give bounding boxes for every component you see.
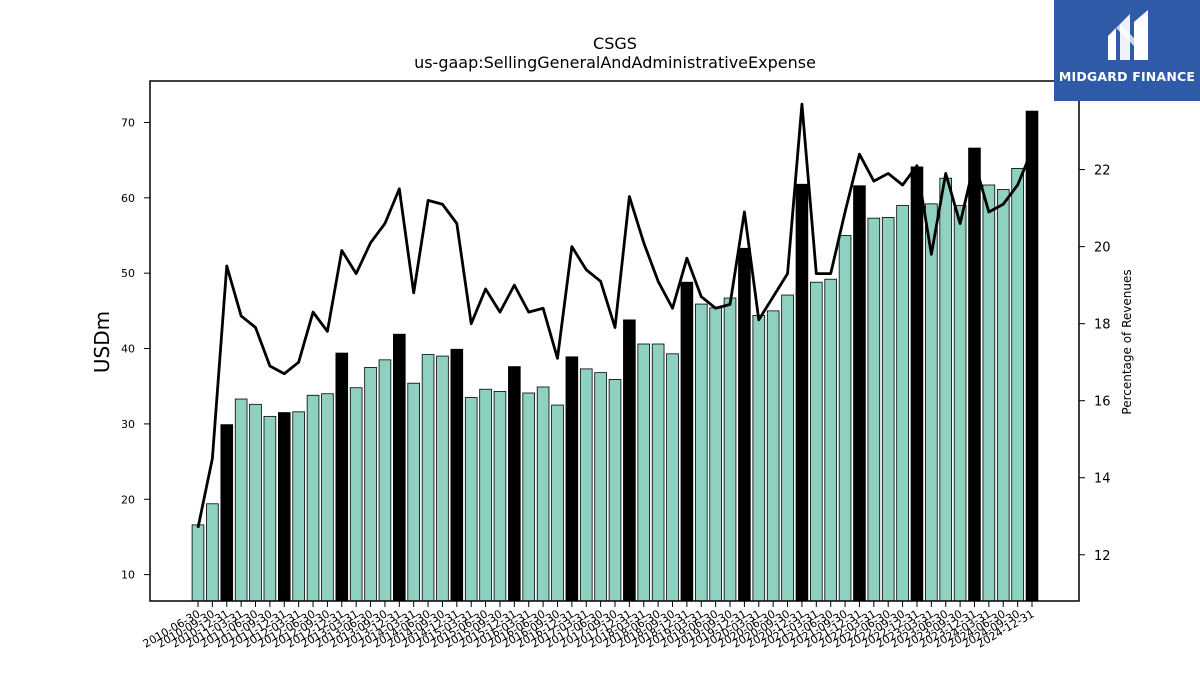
bar bbox=[306, 394, 320, 602]
bar bbox=[766, 310, 780, 602]
bar bbox=[896, 204, 909, 602]
chart-subtitle: us-gaap:SellingGeneralAndAdministrativeE… bbox=[414, 53, 816, 72]
y-tick-label: 60 bbox=[121, 192, 135, 205]
y2-tick-label: 16 bbox=[1094, 395, 1111, 410]
bar bbox=[910, 166, 924, 602]
bar bbox=[738, 247, 751, 602]
bar bbox=[206, 503, 219, 602]
bar bbox=[953, 204, 967, 602]
bar bbox=[838, 235, 852, 602]
bar bbox=[1025, 110, 1039, 602]
percentage-line bbox=[196, 102, 1034, 529]
bar bbox=[982, 184, 996, 602]
bar bbox=[680, 281, 694, 602]
bar bbox=[939, 177, 953, 602]
bar bbox=[220, 424, 234, 602]
bar bbox=[666, 353, 679, 602]
y-tick-label: 30 bbox=[121, 418, 135, 431]
y-tick-label: 20 bbox=[121, 493, 135, 506]
bar bbox=[493, 391, 507, 602]
bar bbox=[407, 382, 420, 602]
bar bbox=[709, 307, 722, 602]
bar bbox=[508, 366, 521, 602]
bar bbox=[349, 387, 363, 602]
bar bbox=[191, 524, 205, 602]
bar bbox=[781, 294, 794, 602]
y2-tick-label: 22 bbox=[1094, 164, 1111, 179]
bar bbox=[795, 183, 809, 602]
bar bbox=[651, 343, 665, 602]
bar bbox=[752, 314, 766, 602]
y-tick-label: 70 bbox=[121, 116, 135, 129]
x-axis-ticks: 2010-06-302010-09-302010-12-312011-03-31… bbox=[141, 601, 1037, 651]
bar bbox=[925, 203, 938, 602]
logo-text: MIDGARD FINANCE bbox=[1058, 69, 1196, 84]
bar bbox=[608, 379, 622, 602]
bar bbox=[565, 356, 579, 602]
bar bbox=[968, 147, 981, 602]
y2-tick-label: 18 bbox=[1094, 318, 1111, 333]
bar bbox=[824, 278, 837, 602]
bar bbox=[421, 354, 435, 602]
bar bbox=[292, 411, 305, 602]
line-series bbox=[196, 102, 1034, 529]
bar bbox=[393, 333, 406, 602]
bar bbox=[867, 217, 881, 602]
bar bbox=[277, 412, 291, 602]
y-axis-label: USDm bbox=[90, 311, 114, 373]
y2-tick-label: 20 bbox=[1094, 241, 1111, 256]
y-tick-label: 50 bbox=[121, 267, 135, 280]
y2-axis-label: Percentage of Revenues bbox=[1120, 269, 1134, 414]
right-axis-ticks: 12 14 16 18 20 22 bbox=[1079, 164, 1111, 564]
bar bbox=[364, 366, 377, 602]
bar bbox=[522, 392, 536, 602]
bar bbox=[996, 189, 1010, 602]
chart-title: CSGS bbox=[593, 34, 637, 53]
bar bbox=[234, 398, 248, 602]
bar bbox=[450, 348, 464, 602]
bar bbox=[378, 359, 392, 602]
bar bbox=[321, 393, 334, 602]
bar bbox=[263, 415, 277, 602]
bar bbox=[1011, 168, 1024, 602]
y2-tick-label: 12 bbox=[1094, 549, 1111, 564]
bar bbox=[594, 372, 607, 602]
plot-frame bbox=[149, 80, 1080, 602]
y-tick-label: 40 bbox=[121, 343, 135, 356]
bar bbox=[694, 303, 708, 602]
y2-tick-label: 14 bbox=[1094, 472, 1111, 487]
bar bbox=[853, 185, 866, 602]
bar bbox=[579, 368, 593, 602]
bar bbox=[249, 403, 262, 602]
left-axis-ticks: 10 20 30 40 50 60 70 bbox=[121, 116, 150, 582]
bar-series bbox=[191, 110, 1039, 602]
bar bbox=[723, 297, 737, 602]
bar bbox=[551, 404, 564, 602]
logo-mark-icon bbox=[1108, 10, 1148, 60]
bar bbox=[479, 388, 492, 602]
bar bbox=[464, 397, 478, 602]
bar bbox=[536, 386, 550, 602]
bar bbox=[810, 281, 823, 602]
y-tick-label: 10 bbox=[121, 569, 135, 582]
bar bbox=[436, 355, 449, 602]
bar bbox=[637, 343, 651, 602]
bar bbox=[623, 319, 636, 602]
bar bbox=[335, 352, 349, 602]
brand-logo: MIDGARD FINANCE bbox=[1054, 0, 1200, 101]
bar bbox=[881, 217, 895, 602]
